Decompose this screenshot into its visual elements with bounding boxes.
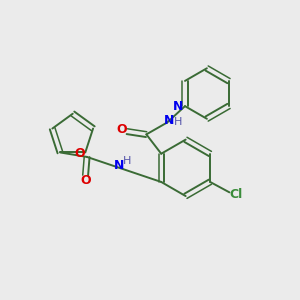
Text: N: N: [173, 100, 184, 113]
Text: N: N: [113, 159, 124, 172]
Text: O: O: [75, 147, 85, 161]
Text: O: O: [80, 174, 91, 187]
Text: N: N: [164, 114, 175, 127]
Text: Cl: Cl: [230, 188, 243, 201]
Text: O: O: [116, 123, 127, 136]
Text: H: H: [123, 156, 131, 166]
Text: H: H: [174, 117, 183, 127]
